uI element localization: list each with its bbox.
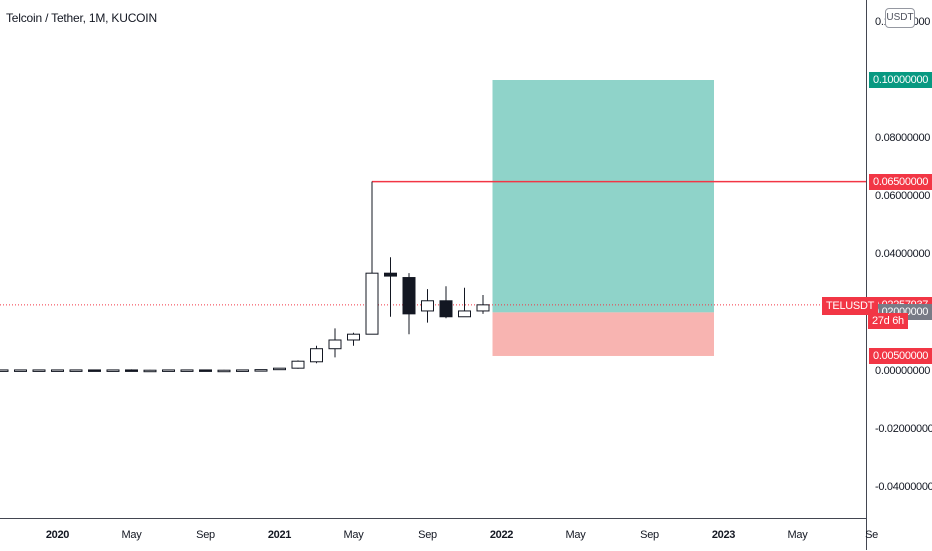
candle-body-down [402, 277, 416, 315]
candle-body-up [143, 369, 157, 373]
time-tick-label: 2022 [489, 529, 514, 541]
price-badge: 0.10000000 [869, 72, 932, 88]
time-tick-label: May [343, 529, 364, 541]
candle-body-up [180, 369, 194, 372]
time-tick-label: Sep [418, 529, 437, 541]
candle-body-up [365, 272, 379, 335]
candle [273, 367, 286, 371]
candle [14, 369, 27, 372]
candle [69, 369, 83, 372]
candle-body-up [273, 367, 286, 371]
candle [458, 287, 471, 318]
candle-body-up [291, 360, 305, 369]
time-tick-label: May [565, 529, 586, 541]
price-badge: 0.06500000 [869, 173, 932, 190]
candle [106, 369, 120, 372]
time-tick-label: 2023 [711, 529, 736, 541]
price-tick-label: 0.04000000 [875, 248, 931, 261]
time-tick-label: 2021 [267, 529, 292, 541]
candle-body-down [384, 272, 397, 277]
candle-body-up [476, 304, 490, 312]
candle [421, 289, 434, 323]
bar-countdown-badge: 27d 6h [868, 313, 908, 329]
candle-body-up [32, 369, 46, 372]
candle [143, 369, 157, 373]
candle-body-up [236, 369, 249, 372]
candle-body-up [14, 369, 27, 372]
time-tick-label: Se [865, 529, 878, 541]
candle [384, 257, 397, 317]
candle [0, 369, 9, 372]
candle [88, 369, 101, 372]
time-tick-label: May [787, 529, 808, 541]
position-stop-zone [492, 312, 714, 356]
time-axis[interactable]: 2020 May Sep 2021 May Sep 2022 May Sep 2023 May Se [0, 518, 878, 551]
candle-body-up [310, 348, 323, 363]
candle-body-up [69, 369, 83, 372]
candle-body-down [199, 369, 212, 372]
time-tick-label: May [121, 529, 142, 541]
candle [199, 369, 212, 372]
candle [32, 369, 46, 372]
symbol-title[interactable]: Telcoin / Tether, 1M, KUCOIN [6, 11, 157, 25]
candle [254, 369, 268, 372]
candle-body-up [328, 339, 342, 350]
candle [439, 286, 453, 319]
price-tick-label: 0.00000000 [875, 364, 931, 377]
time-tick-label: Sep [196, 529, 215, 541]
candle [328, 328, 342, 358]
price-tick-label: -0.04000000 [875, 480, 932, 493]
currency-button[interactable]: USDT [885, 8, 915, 28]
candle-body-up [217, 369, 231, 373]
candle-body-up [106, 369, 120, 372]
candle-body-up [51, 369, 64, 372]
candle-body-down [88, 369, 101, 372]
candle-body-up [458, 310, 471, 318]
candle [347, 332, 360, 346]
price-tick-label: -0.02000000 [875, 422, 932, 435]
chart-pane[interactable]: Telcoin / Tether, 1M, KUCOIN [0, 0, 866, 518]
candle-body-up [162, 369, 175, 372]
symbol-badge: TELUSDT [822, 297, 879, 315]
candle [217, 369, 231, 373]
price-tick-label: 0.06000000 [875, 190, 931, 203]
candle [236, 369, 249, 372]
price-chart[interactable] [0, 0, 866, 518]
position-target-zone [492, 80, 714, 313]
candle [162, 369, 175, 372]
candle-body-up [254, 369, 268, 372]
price-axis[interactable]: 0.120000000.080000000.060000000.04000000… [866, 0, 932, 550]
candle-body-up [0, 369, 9, 372]
candle-body-down [125, 369, 138, 372]
candle [310, 345, 323, 364]
candle [402, 273, 416, 335]
time-tick-label: Sep [640, 529, 659, 541]
candle [476, 294, 490, 314]
candle [291, 360, 305, 369]
time-tick-label: 2020 [45, 529, 70, 541]
candle [365, 181, 379, 335]
candle [125, 369, 138, 372]
candle-body-down [439, 300, 453, 318]
price-badge: 0.00500000 [869, 347, 932, 364]
candle [180, 369, 194, 372]
price-tick-label: 0.08000000 [875, 132, 931, 145]
candle-body-up [421, 300, 434, 312]
candle [51, 369, 64, 372]
candle-body-up [347, 333, 360, 341]
